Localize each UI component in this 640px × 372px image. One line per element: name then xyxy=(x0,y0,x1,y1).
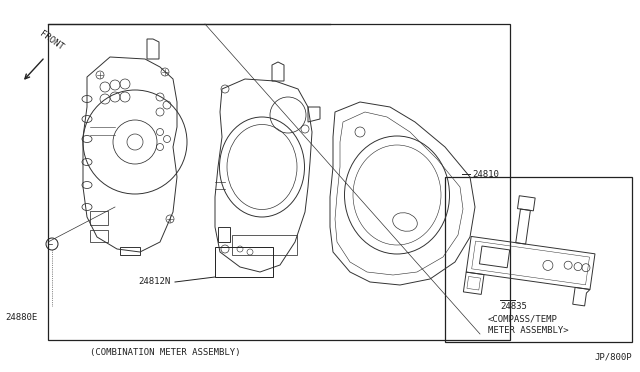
Text: FRONT: FRONT xyxy=(38,29,65,52)
Text: METER ASSEMBLY>: METER ASSEMBLY> xyxy=(488,326,568,335)
Text: (COMBINATION METER ASSEMBLY): (COMBINATION METER ASSEMBLY) xyxy=(90,347,240,356)
Text: 24835: 24835 xyxy=(500,302,527,311)
Text: 24812N: 24812N xyxy=(138,278,170,286)
Text: 24880E: 24880E xyxy=(5,312,37,321)
Bar xyxy=(90,211,108,225)
Bar xyxy=(48,24,510,340)
Bar xyxy=(445,177,632,342)
Bar xyxy=(215,247,273,277)
Text: 24810: 24810 xyxy=(472,170,499,179)
Bar xyxy=(232,235,297,255)
Text: JP/800P: JP/800P xyxy=(595,353,632,362)
Text: <COMPASS/TEMP: <COMPASS/TEMP xyxy=(488,314,558,323)
Bar xyxy=(90,230,108,242)
